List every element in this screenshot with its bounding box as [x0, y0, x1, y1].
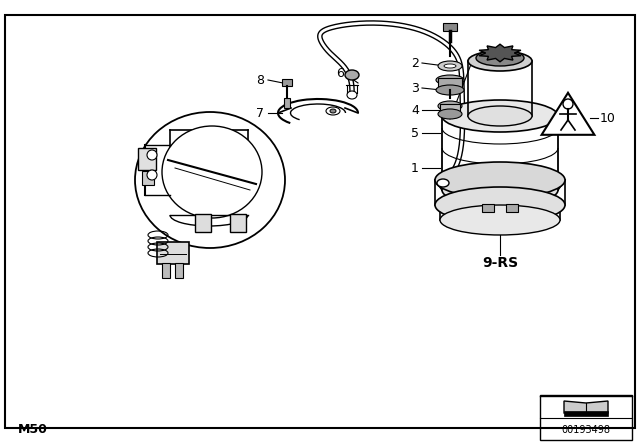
Text: 00193498: 00193498 — [561, 425, 611, 435]
Ellipse shape — [440, 205, 560, 235]
Bar — [443, 23, 457, 31]
Text: M50: M50 — [18, 423, 48, 436]
Text: 6: 6 — [336, 66, 344, 79]
Text: 3: 3 — [411, 82, 419, 95]
Bar — [282, 79, 292, 86]
Ellipse shape — [438, 61, 462, 71]
Text: 9-RS: 9-RS — [482, 256, 518, 270]
Bar — [230, 214, 246, 232]
Bar — [162, 263, 170, 278]
Ellipse shape — [147, 170, 157, 180]
Ellipse shape — [438, 109, 462, 119]
Bar — [564, 411, 608, 416]
Ellipse shape — [468, 106, 532, 126]
Ellipse shape — [147, 150, 157, 160]
Ellipse shape — [468, 51, 532, 71]
Text: 4: 4 — [411, 103, 419, 116]
Bar — [482, 204, 494, 212]
Bar — [195, 214, 211, 232]
Text: 10: 10 — [600, 112, 616, 125]
Bar — [284, 98, 290, 108]
Bar — [540, 395, 632, 440]
Text: 7: 7 — [256, 107, 264, 120]
Bar — [175, 263, 183, 278]
Ellipse shape — [437, 179, 449, 187]
Bar — [142, 171, 154, 185]
Ellipse shape — [438, 101, 462, 111]
Polygon shape — [479, 44, 521, 62]
Ellipse shape — [330, 109, 336, 113]
Bar — [157, 242, 189, 264]
Text: 2: 2 — [411, 56, 419, 69]
Ellipse shape — [476, 50, 524, 66]
Bar — [138, 148, 156, 170]
Text: 5: 5 — [411, 126, 419, 139]
Text: 8: 8 — [256, 73, 264, 86]
Text: 1: 1 — [411, 161, 419, 175]
Polygon shape — [541, 93, 595, 135]
Polygon shape — [564, 401, 608, 415]
Ellipse shape — [442, 174, 558, 206]
Ellipse shape — [345, 70, 359, 80]
Ellipse shape — [326, 107, 340, 115]
Ellipse shape — [436, 75, 464, 85]
Bar — [506, 204, 518, 212]
Ellipse shape — [442, 100, 558, 132]
Ellipse shape — [436, 85, 464, 95]
Ellipse shape — [444, 64, 456, 68]
Ellipse shape — [135, 112, 285, 248]
Bar — [440, 104, 460, 114]
Ellipse shape — [435, 187, 565, 223]
Ellipse shape — [435, 162, 565, 198]
Ellipse shape — [347, 91, 357, 99]
Ellipse shape — [162, 126, 262, 218]
Bar — [438, 78, 462, 90]
